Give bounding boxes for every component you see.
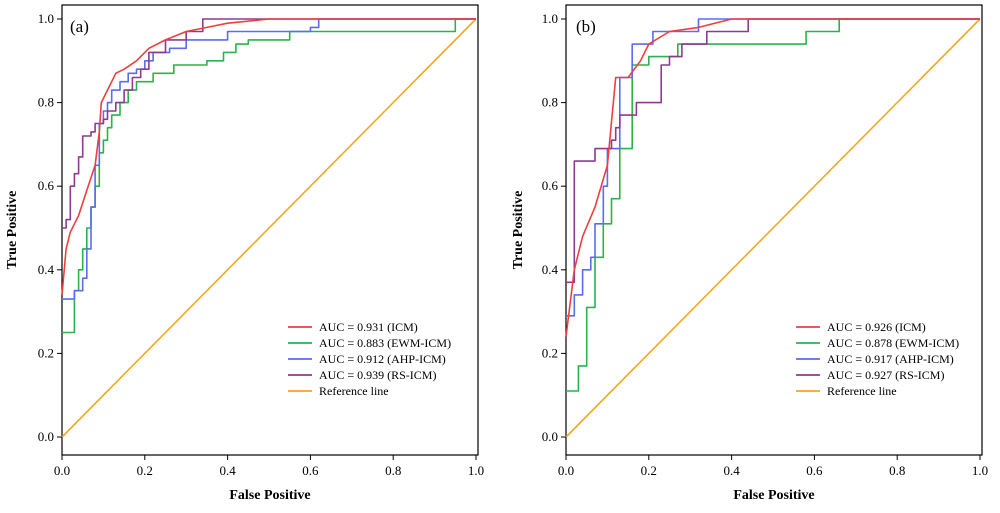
y-tick-label: 0.8 [38, 95, 54, 110]
x-tick-label: 1.0 [972, 463, 988, 478]
legend-label: AUC = 0.917 (AHP-ICM) [827, 352, 954, 366]
series-line-auc-0-927-rs-icm [566, 18, 980, 284]
series-line-auc-0-883-ewm-icm [62, 18, 476, 334]
series-line-auc-0-931-icm [61, 18, 476, 295]
legend-label: Reference line [827, 384, 897, 398]
legend-label: AUC = 0.939 (RS-ICM) [319, 368, 436, 382]
y-tick-label: 0.6 [542, 178, 559, 193]
series-line-reference-line [61, 18, 477, 438]
x-tick-label: 0.6 [302, 463, 319, 478]
legend-label: AUC = 0.927 (RS-ICM) [827, 368, 944, 382]
series-line-auc-0-926-icm [565, 18, 980, 337]
legend-label: AUC = 0.912 (AHP-ICM) [319, 352, 446, 366]
series-line-auc-0-912-ahp-icm [62, 18, 476, 300]
panel-label: (b) [576, 17, 596, 36]
series-line-auc-0-939-rs-icm [62, 18, 476, 229]
panel-label: (a) [70, 17, 89, 36]
y-tick-label: 1.0 [38, 11, 54, 26]
y-axis-title: True Positive [511, 191, 526, 270]
series-line-auc-0-878-ewm-icm [566, 18, 980, 392]
x-tick-label: 0.2 [137, 463, 153, 478]
legend-label: AUC = 0.931 (ICM) [319, 320, 418, 334]
series-line-reference-line [565, 18, 981, 438]
y-tick-label: 1.0 [542, 11, 558, 26]
x-axis-title: False Positive [733, 488, 814, 503]
x-tick-label: 0.6 [806, 463, 823, 478]
x-tick-label: 0.0 [558, 463, 574, 478]
x-tick-label: 1.0 [468, 463, 484, 478]
plot-frame [61, 4, 479, 456]
chart-panel-a: 0.0 0.2 0.4 0.6 0.8 1.0 0.0 0.2 0.4 0.6 0.8 1.0 Fals… [5, 4, 484, 503]
x-tick-label: 0.2 [641, 463, 657, 478]
series-line-auc-0-917-ahp-icm [566, 18, 980, 317]
y-tick-label: 0.0 [38, 429, 54, 444]
y-tick-label: 0.4 [542, 262, 559, 277]
y-tick-label: 0.2 [38, 345, 54, 360]
y-tick-label: 0.4 [38, 262, 55, 277]
legend-label: Reference line [319, 384, 389, 398]
plot-frame [565, 4, 983, 456]
x-axis-title: False Positive [229, 488, 310, 503]
x-tick-label: 0.8 [889, 463, 905, 478]
y-axis-title: True Positive [5, 191, 20, 270]
x-tick-label: 0.0 [54, 463, 70, 478]
y-tick-label: 0.8 [542, 95, 558, 110]
legend-label: AUC = 0.878 (EWM-ICM) [827, 336, 959, 350]
y-tick-label: 0.0 [542, 429, 558, 444]
y-tick-label: 0.2 [542, 345, 558, 360]
legend-label: AUC = 0.883 (EWM-ICM) [319, 336, 451, 350]
x-tick-label: 0.4 [723, 463, 740, 478]
x-tick-label: 0.4 [219, 463, 236, 478]
legend-label: AUC = 0.926 (ICM) [827, 320, 926, 334]
y-tick-label: 0.6 [38, 178, 55, 193]
x-tick-label: 0.8 [385, 463, 401, 478]
chart-panel-b: 0.0 0.2 0.4 0.6 0.8 1.0 0.0 0.2 0.4 0.6 0.8 1.0 Fals… [511, 4, 988, 503]
